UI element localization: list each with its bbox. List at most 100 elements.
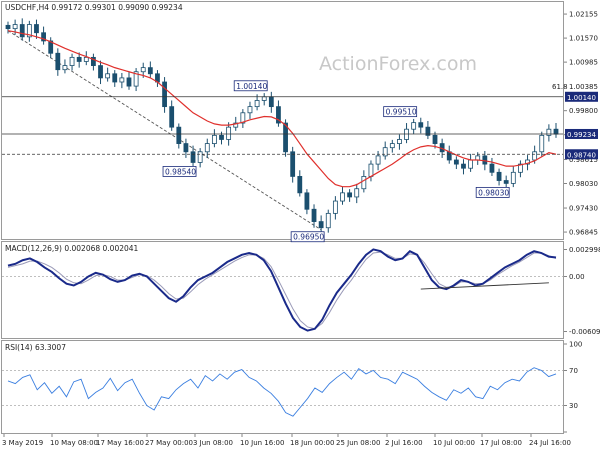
candle-body <box>83 56 89 62</box>
candle-body <box>496 171 502 181</box>
candle-body <box>62 65 68 71</box>
candle-body <box>332 200 338 214</box>
candle-body <box>283 122 288 153</box>
candle-body <box>133 71 139 87</box>
candle-body <box>461 163 466 169</box>
candle-body <box>489 163 495 173</box>
candle-body <box>368 163 374 177</box>
candle-body <box>240 112 246 124</box>
candle-body <box>546 128 552 136</box>
candle-body <box>140 67 146 73</box>
candle-body <box>397 139 402 144</box>
candle-body <box>482 155 488 165</box>
macd-line <box>7 248 557 332</box>
candle-body <box>382 147 388 157</box>
macd-panel <box>1 241 564 339</box>
candle-body <box>276 106 281 124</box>
level-badge <box>565 149 598 160</box>
x-tick-label: 3 Jun 08:00 <box>193 439 233 447</box>
x-tick-label: 2 Jul 16:00 <box>385 439 423 447</box>
candle-body <box>190 151 196 163</box>
macd-tick-label: -0.006097 <box>569 328 600 336</box>
candle-body <box>361 176 367 190</box>
price-tick-label: 0.98030 <box>569 180 598 188</box>
price-tick-label: 1.00385 <box>569 83 598 91</box>
pivot-annotation-box <box>233 80 268 92</box>
moving-average-line <box>7 30 557 188</box>
candle-body <box>226 126 232 140</box>
candle-body <box>425 126 431 136</box>
candle-body <box>211 134 217 144</box>
pivot-annotation-label: 0.96950 <box>293 233 324 242</box>
candle-body <box>12 24 18 30</box>
x-tick-label: 10 Jun 16:00 <box>240 439 284 447</box>
rsi-tick-label: 30 <box>569 402 578 410</box>
candle-body <box>98 65 103 79</box>
macd-header: MACD(12,26,9) 0.002068 0.002041 <box>5 244 139 253</box>
x-tick-label: 24 Jul 16:00 <box>529 439 571 447</box>
rsi-tick-label: 70 <box>569 367 578 375</box>
candle-body <box>297 176 303 194</box>
level-badge-label: 1.00140 <box>567 94 596 102</box>
candle-body <box>340 192 345 202</box>
candle-body <box>475 155 481 161</box>
macd-tick-label: 0.00 <box>569 273 585 281</box>
candle-body <box>126 77 132 87</box>
candle-body <box>169 106 175 128</box>
candle-body <box>41 32 46 42</box>
candle-body <box>311 208 317 222</box>
candle-body <box>147 67 153 75</box>
price-tick-label: 0.97430 <box>569 205 598 213</box>
candle-body <box>553 128 559 135</box>
candle-body <box>325 212 331 229</box>
candle-body <box>304 192 310 210</box>
price-tick-label: 1.02155 <box>569 11 598 19</box>
pivot-annotation-label: 1.00140 <box>236 82 267 91</box>
price-panel <box>1 1 564 240</box>
pivot-annotation-box <box>383 106 418 118</box>
price-tick-label: 1.01570 <box>569 35 598 43</box>
candle-body <box>268 96 274 108</box>
candle-body <box>76 56 82 62</box>
candle-body <box>453 159 459 165</box>
level-badge <box>565 91 598 102</box>
candle-body <box>411 122 417 130</box>
rsi-header: RSI(14) 63.3007 <box>5 343 66 352</box>
candle-body <box>48 40 54 54</box>
candle-body <box>468 159 473 169</box>
candle-body <box>518 163 523 173</box>
fib-label: 61.8 <box>552 83 568 91</box>
candle-body <box>347 192 353 198</box>
candle-body <box>532 151 538 161</box>
candle-body <box>261 96 267 101</box>
rsi-line <box>7 367 557 417</box>
candle-body <box>247 106 253 114</box>
level-badge <box>565 128 598 139</box>
pivot-annotation-box <box>162 166 197 177</box>
rsi-panel <box>1 340 564 434</box>
x-tick-label: 25 Jun 08:00 <box>336 439 380 447</box>
pivot-annotation-label: 0.98030 <box>478 188 509 197</box>
candle-body <box>183 143 189 153</box>
level-badge-label: 0.98740 <box>567 151 596 159</box>
candle-body <box>26 24 32 38</box>
watermark: ActionForex.com <box>319 53 477 75</box>
candle-body <box>503 180 509 184</box>
x-tick-label: 17 May 16:00 <box>96 439 144 447</box>
candle-body <box>34 24 39 34</box>
candle-body <box>418 122 424 128</box>
x-tick-label: 27 May 00:00 <box>145 439 193 447</box>
candle-body <box>254 100 260 108</box>
candle-body <box>197 151 203 163</box>
candle-body <box>91 56 96 66</box>
pivot-annotation-box <box>290 231 325 243</box>
candle-body <box>510 171 516 184</box>
pivot-annotation-label: 0.99510 <box>386 108 417 117</box>
candle-body <box>55 52 61 71</box>
x-tick-label: 10 Jul 00:00 <box>433 439 475 447</box>
candle-body <box>105 73 111 79</box>
x-tick-label: 17 Jul 08:00 <box>480 439 522 447</box>
x-tick-label: 10 May 08:00 <box>50 439 98 447</box>
candle-body <box>290 151 296 177</box>
